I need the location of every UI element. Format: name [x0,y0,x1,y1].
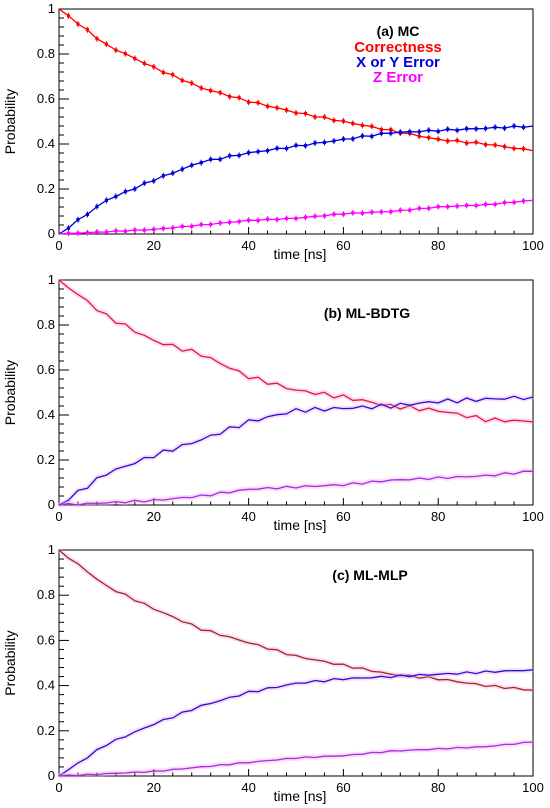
y-tick-label: 0.6 [37,91,55,106]
x-tick-label: 80 [431,780,445,795]
x-tick-label: 80 [431,238,445,253]
x-tick-label: 100 [522,238,544,253]
y-tick-label: 0.4 [37,678,55,693]
y-tick-label: 0.2 [37,181,55,196]
x-tick-label: 0 [55,238,62,253]
plot-frame [58,8,534,235]
panel-title: (c) ML-MLP [332,567,407,583]
y-tick-label: 1 [48,542,55,557]
x-tick-label: 40 [241,780,255,795]
y-tick-label: 0 [48,768,55,783]
series-line-3 [58,741,534,777]
y-axis-title: Probability [2,89,18,154]
x-tick-label: 0 [55,780,62,795]
y-tick-label: 0.6 [37,632,55,647]
x-tick-label: 20 [147,238,161,253]
x-tick-label: 60 [336,509,350,524]
x-tick-label: 80 [431,509,445,524]
plot-frame [58,549,534,777]
chart-panel-1: 0 20 40 60 80 100 0 0.2 0.4 0.6 0.8 1 time [ns] Proba… [2,1,544,262]
series-line-1 [58,549,534,691]
x-axis-title: time [ns] [274,246,327,262]
y-tick-label: 0 [48,497,55,512]
series-line-3 [58,470,534,506]
legend-entry: X or Y Error [356,54,440,71]
series-line-1 [58,279,534,423]
series-line-2 [58,669,534,777]
x-tick-label: 100 [522,780,544,795]
x-tick-label: 20 [147,780,161,795]
y-tick-label: 0.6 [37,362,55,377]
legend-entry: Correctness [354,39,442,56]
y-axis-title: Probability [2,360,18,425]
y-tick-label: 1 [48,1,55,16]
y-tick-label: 0.4 [37,136,55,151]
y-tick-label: 0 [48,226,55,241]
y-tick-label: 1 [48,272,55,287]
plot-frame [58,279,534,506]
series-line-2 [58,395,534,506]
x-tick-label: 60 [336,238,350,253]
x-axis-title: time [ns] [274,788,327,804]
x-tick-label: 100 [522,509,544,524]
x-tick-label: 0 [55,509,62,524]
y-tick-label: 0.2 [37,452,55,467]
chart-panel-2: 0 20 40 60 80 100 0 0.2 0.4 0.6 0.8 1 time [ns] Proba… [2,272,544,533]
panel-title: (b) ML-BDTG [324,305,410,321]
x-axis-title: time [ns] [274,517,327,533]
x-tick-label: 60 [336,780,350,795]
y-tick-label: 0.2 [37,723,55,738]
y-tick-label: 0.4 [37,407,55,422]
series-band [57,548,534,693]
chart-panel-3: 0 20 40 60 80 100 0 0.2 0.4 0.6 0.8 1 time [ns] Proba… [2,542,544,804]
y-axis-title: Probability [2,630,18,695]
y-tick-label: 0.8 [37,46,55,61]
legend-entry: Z Error [373,69,423,86]
y-tick-label: 0.8 [37,587,55,602]
x-tick-label: 40 [241,238,255,253]
panel-title: (a) MC [377,23,420,39]
x-tick-label: 20 [147,509,161,524]
y-tick-label: 0.8 [37,317,55,332]
x-tick-label: 40 [241,509,255,524]
